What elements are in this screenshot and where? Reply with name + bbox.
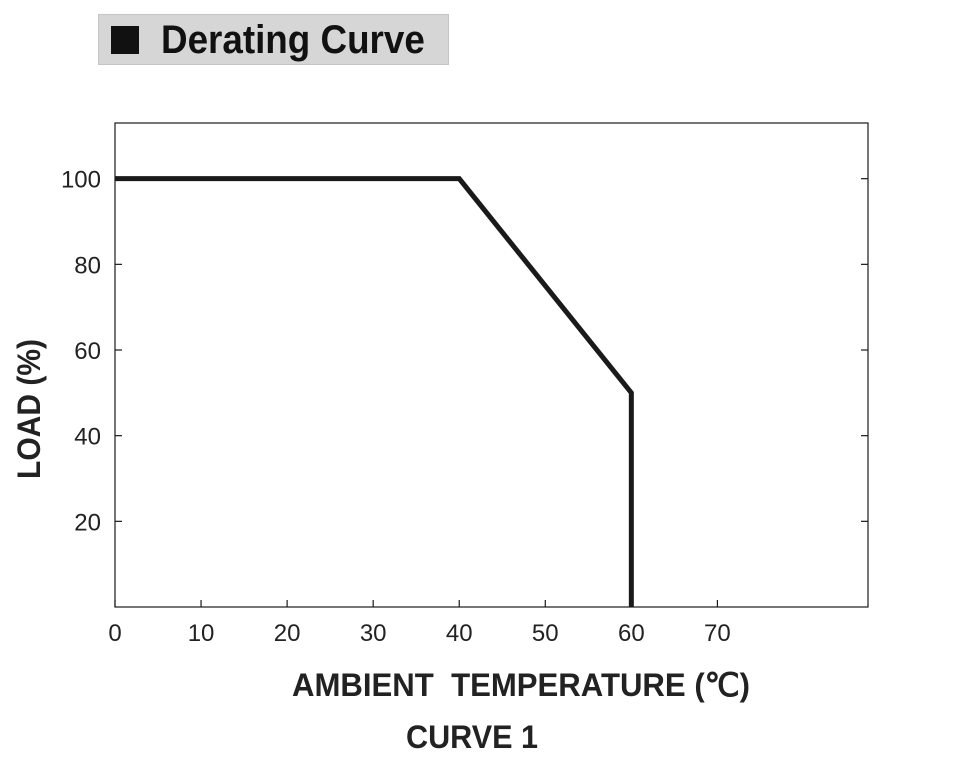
- y-tick-label: 60: [74, 338, 101, 365]
- derating-curve-line: [115, 176, 634, 607]
- y-tick-label: 80: [74, 252, 101, 279]
- curve-caption: CURVE 1: [406, 719, 538, 755]
- plot-frame: [114, 122, 869, 608]
- page-title: Derating Curve: [161, 18, 425, 62]
- x-tick-label: 50: [532, 620, 559, 647]
- square-bullet-icon: [111, 26, 139, 54]
- x-tick-label: 30: [360, 620, 387, 647]
- title-banner: Derating Curve: [98, 14, 449, 65]
- x-tick-label: 0: [108, 620, 121, 647]
- x-tick-label: 20: [274, 620, 301, 647]
- x-tick-label: 40: [446, 620, 473, 647]
- y-tick-label: 100: [61, 167, 101, 194]
- x-tick-label: 10: [188, 620, 215, 647]
- y-axis-label: LOAD (%): [11, 339, 47, 479]
- x-tick-label: 70: [704, 620, 731, 647]
- y-tick-label: 20: [74, 509, 101, 536]
- x-tick-label: 60: [618, 620, 645, 647]
- y-axis-ticks: 20 40 60 80 100: [61, 167, 868, 536]
- y-tick-label: 40: [74, 424, 101, 451]
- series-layer: [115, 176, 634, 607]
- x-axis-label: AMBIENT TEMPERATURE (℃): [292, 667, 750, 703]
- x-axis-ticks: 0 10 20 30 40 50 60 70: [108, 600, 731, 647]
